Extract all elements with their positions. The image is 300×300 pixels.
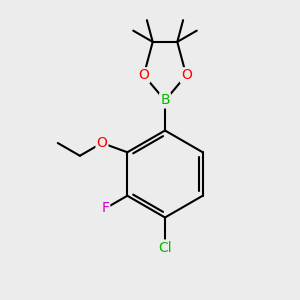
Text: O: O (97, 136, 107, 150)
Text: B: B (160, 94, 170, 107)
Text: O: O (138, 68, 149, 82)
Text: O: O (181, 68, 192, 82)
Text: Cl: Cl (158, 241, 172, 254)
Text: F: F (101, 202, 109, 215)
